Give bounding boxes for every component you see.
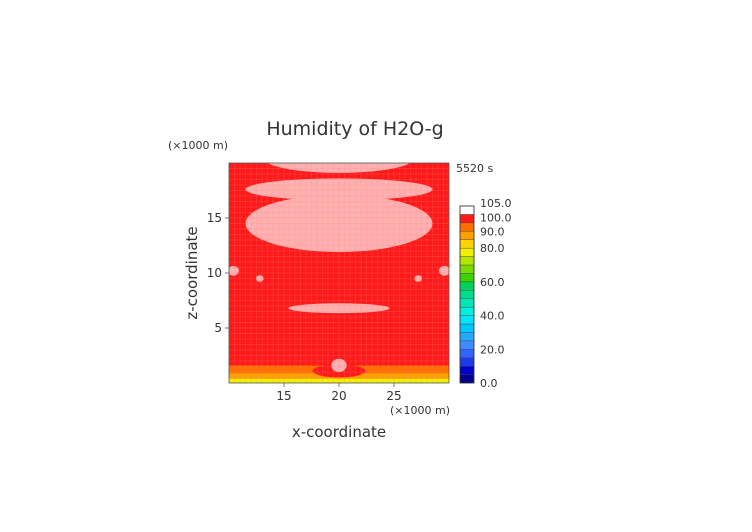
colorbar-swatch <box>459 222 475 232</box>
colorbar-swatch <box>459 290 475 299</box>
y-tick-label: 15 <box>207 211 222 225</box>
x-unit-label: (×1000 m) <box>390 404 450 417</box>
heatmap-region-11 <box>229 265 239 276</box>
heatmap-region-12 <box>439 265 449 276</box>
colorbar-swatch <box>459 239 475 249</box>
x-tick-label: 25 <box>386 389 401 403</box>
y-tick-label: 5 <box>214 321 222 335</box>
x-tick-label: 15 <box>276 389 291 403</box>
colorbar-tick-label: 40.0 <box>480 310 505 323</box>
y-axis-label: z-coordinate <box>183 226 201 319</box>
colorbar-swatch <box>459 332 475 342</box>
z-unit-label: (×1000 m) <box>168 139 228 152</box>
chart-title: Humidity of H2O-g <box>266 118 443 140</box>
colorbar-swatch <box>459 315 475 325</box>
colorbar-swatch <box>459 273 475 283</box>
colorbar-swatch <box>459 231 475 240</box>
colorbar-swatch <box>459 298 475 308</box>
colorbar-swatch <box>459 205 475 215</box>
colorbar-swatch <box>459 281 475 291</box>
colorbar-tick-label: 60.0 <box>480 276 505 289</box>
colorbar-tick-label: 100.0 <box>480 211 512 224</box>
mesh-grid <box>229 163 449 383</box>
colorbar-swatch <box>459 349 475 358</box>
colorbar-swatch <box>459 340 475 350</box>
colorbar-swatch <box>459 323 475 333</box>
colorbar-swatch <box>459 306 475 316</box>
colorbar-tick-label: 80.0 <box>480 242 505 255</box>
axes: 15 20 25 5 10 15 <box>207 162 450 403</box>
colorbar-tick-label: 90.0 <box>480 225 505 238</box>
time-label: 5520 s <box>456 162 493 175</box>
colorbar-frame <box>459 205 475 384</box>
colorbar-swatch <box>459 374 475 384</box>
colorbar-swatch <box>459 365 475 375</box>
colorbar-swatch <box>459 256 475 266</box>
colorbar-tick-label: 0.0 <box>480 377 498 390</box>
colorbar-tick-label: 105.0 <box>480 197 512 210</box>
colorbar-swatch <box>459 214 475 224</box>
colorbar-swatch <box>459 247 475 257</box>
colorbar-tick-label: 20.0 <box>480 343 505 356</box>
colorbar-swatch <box>459 264 475 274</box>
colorbar-swatch <box>459 357 475 367</box>
y-tick-label: 10 <box>207 266 222 280</box>
x-tick-label: 20 <box>331 389 346 403</box>
x-axis-label: x-coordinate <box>292 423 386 441</box>
